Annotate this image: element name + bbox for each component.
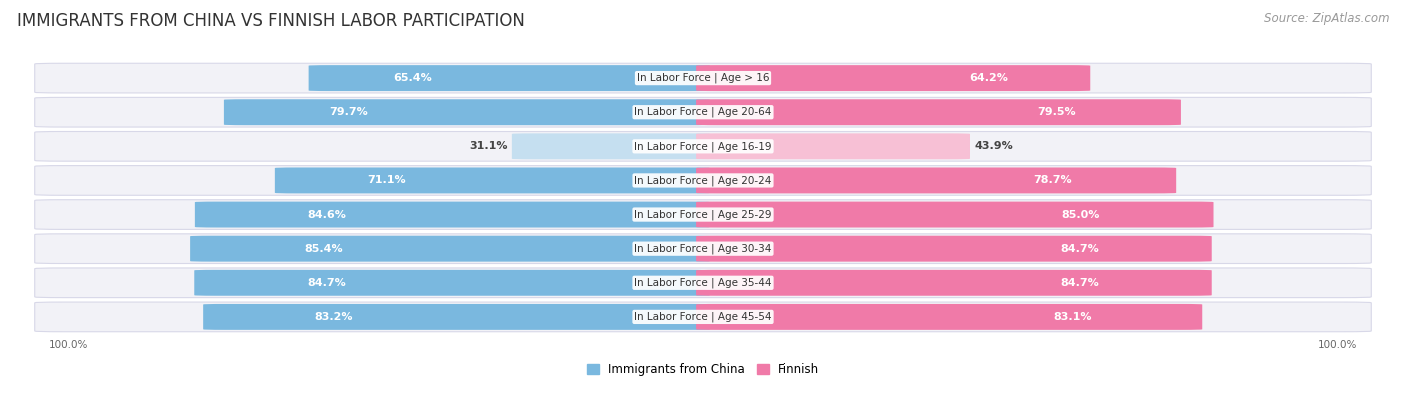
Text: 100.0%: 100.0% <box>48 340 89 350</box>
FancyBboxPatch shape <box>696 304 1202 330</box>
Text: 85.4%: 85.4% <box>304 244 343 254</box>
Text: In Labor Force | Age 30-34: In Labor Force | Age 30-34 <box>634 243 772 254</box>
Text: In Labor Force | Age > 16: In Labor Force | Age > 16 <box>637 73 769 83</box>
Text: 79.5%: 79.5% <box>1038 107 1076 117</box>
FancyBboxPatch shape <box>696 167 1177 194</box>
FancyBboxPatch shape <box>274 167 710 194</box>
Text: 78.7%: 78.7% <box>1033 175 1071 185</box>
FancyBboxPatch shape <box>35 234 1371 263</box>
FancyBboxPatch shape <box>35 200 1371 229</box>
FancyBboxPatch shape <box>35 98 1371 127</box>
Text: In Labor Force | Age 25-29: In Labor Force | Age 25-29 <box>634 209 772 220</box>
FancyBboxPatch shape <box>696 201 1213 228</box>
Text: 83.2%: 83.2% <box>314 312 353 322</box>
FancyBboxPatch shape <box>35 302 1371 332</box>
FancyBboxPatch shape <box>35 268 1371 297</box>
Text: IMMIGRANTS FROM CHINA VS FINNISH LABOR PARTICIPATION: IMMIGRANTS FROM CHINA VS FINNISH LABOR P… <box>17 12 524 30</box>
Text: In Labor Force | Age 20-64: In Labor Force | Age 20-64 <box>634 107 772 117</box>
Text: 84.7%: 84.7% <box>308 278 346 288</box>
FancyBboxPatch shape <box>194 270 710 296</box>
FancyBboxPatch shape <box>202 304 710 330</box>
Text: 31.1%: 31.1% <box>470 141 508 151</box>
Text: 71.1%: 71.1% <box>368 175 406 185</box>
FancyBboxPatch shape <box>224 99 710 125</box>
Text: 64.2%: 64.2% <box>969 73 1008 83</box>
Text: In Labor Force | Age 20-24: In Labor Force | Age 20-24 <box>634 175 772 186</box>
FancyBboxPatch shape <box>35 132 1371 161</box>
Text: 84.6%: 84.6% <box>308 210 346 220</box>
Text: 65.4%: 65.4% <box>394 73 432 83</box>
FancyBboxPatch shape <box>35 166 1371 195</box>
Text: 100.0%: 100.0% <box>1317 340 1358 350</box>
FancyBboxPatch shape <box>309 65 710 91</box>
Text: 84.7%: 84.7% <box>1060 244 1098 254</box>
Text: In Labor Force | Age 35-44: In Labor Force | Age 35-44 <box>634 278 772 288</box>
Text: 84.7%: 84.7% <box>1060 278 1098 288</box>
FancyBboxPatch shape <box>696 134 970 159</box>
FancyBboxPatch shape <box>696 236 1212 261</box>
FancyBboxPatch shape <box>512 134 710 159</box>
Text: In Labor Force | Age 16-19: In Labor Force | Age 16-19 <box>634 141 772 152</box>
Text: 79.7%: 79.7% <box>329 107 368 117</box>
FancyBboxPatch shape <box>195 201 710 228</box>
Legend: Immigrants from China, Finnish: Immigrants from China, Finnish <box>582 358 824 381</box>
Text: 83.1%: 83.1% <box>1053 312 1091 322</box>
FancyBboxPatch shape <box>696 270 1212 296</box>
FancyBboxPatch shape <box>35 63 1371 93</box>
Text: 85.0%: 85.0% <box>1062 210 1099 220</box>
FancyBboxPatch shape <box>190 236 710 261</box>
Text: In Labor Force | Age 45-54: In Labor Force | Age 45-54 <box>634 312 772 322</box>
FancyBboxPatch shape <box>696 65 1090 91</box>
Text: 43.9%: 43.9% <box>974 141 1012 151</box>
Text: Source: ZipAtlas.com: Source: ZipAtlas.com <box>1264 12 1389 25</box>
FancyBboxPatch shape <box>696 99 1181 125</box>
